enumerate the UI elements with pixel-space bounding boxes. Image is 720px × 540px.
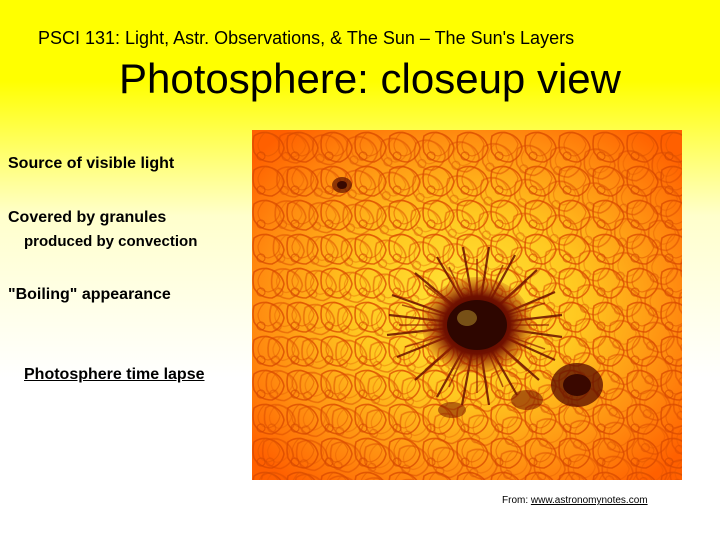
- timelapse-link[interactable]: Photosphere time lapse: [24, 366, 228, 384]
- bullet-2-sub: produced by convection: [24, 233, 228, 250]
- bullet-2: Covered by granules: [8, 209, 228, 227]
- image-caption: From: www.astronomynotes.com: [502, 495, 648, 506]
- caption-link[interactable]: www.astronomynotes.com: [531, 495, 648, 506]
- photosphere-image: [252, 130, 682, 480]
- bullet-1: Source of visible light: [8, 155, 228, 173]
- slide-title: Photosphere: closeup view: [0, 49, 720, 103]
- bullet-3: "Boiling" appearance: [8, 286, 228, 304]
- bullet-list: Source of visible light Covered by granu…: [8, 155, 228, 384]
- course-header: PSCI 131: Light, Astr. Observations, & T…: [0, 0, 720, 49]
- caption-prefix: From:: [502, 495, 531, 506]
